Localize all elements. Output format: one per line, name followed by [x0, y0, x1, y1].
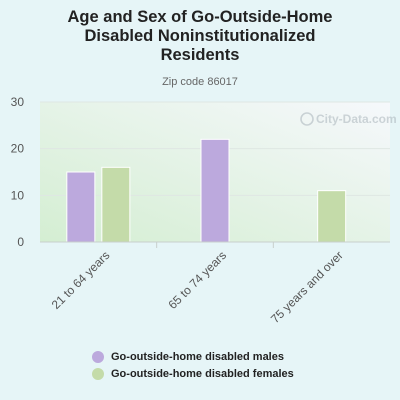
bar-females-0: [101, 166, 131, 243]
x-tick-label: 65 to 74 years: [165, 248, 229, 312]
legend-label-females: Go-outside-home disabled females: [111, 367, 294, 380]
y-tick-label: 30: [11, 95, 25, 109]
watermark: City-Data.com: [300, 112, 397, 126]
y-tick-label: 0: [17, 235, 24, 249]
y-tick-label: 10: [11, 188, 25, 202]
legend-swatch-males: [92, 350, 104, 363]
legend-label-males: Go-outside-home disabled males: [111, 350, 284, 363]
chart-subtitle: Zip code 86017: [162, 76, 238, 88]
bar-females-2: [317, 190, 347, 243]
watermark-icon: [300, 112, 314, 126]
legend-item-females: Go-outside-home disabled females: [92, 365, 294, 382]
chart-title-line-2: Disabled Noninstitutionalized: [84, 27, 316, 45]
chart-title-line-3: Residents: [160, 46, 240, 64]
x-tick-label: 21 to 64 years: [49, 248, 113, 312]
x-tick-label: 75 years and over: [268, 248, 346, 326]
legend: Go-outside-home disabled males Go-outsid…: [92, 348, 294, 382]
y-tick-label: 20: [11, 142, 25, 156]
legend-item-males: Go-outside-home disabled males: [92, 348, 294, 365]
legend-swatch-females: [92, 367, 104, 380]
bar-males-0: [66, 171, 96, 243]
chart-title: Age and Sex of Go-Outside-Home Disabled …: [0, 8, 400, 65]
watermark-text: City-Data.com: [316, 112, 397, 126]
chart-title-line-1: Age and Sex of Go-Outside-Home: [67, 8, 333, 26]
bar-males-1: [200, 138, 230, 243]
